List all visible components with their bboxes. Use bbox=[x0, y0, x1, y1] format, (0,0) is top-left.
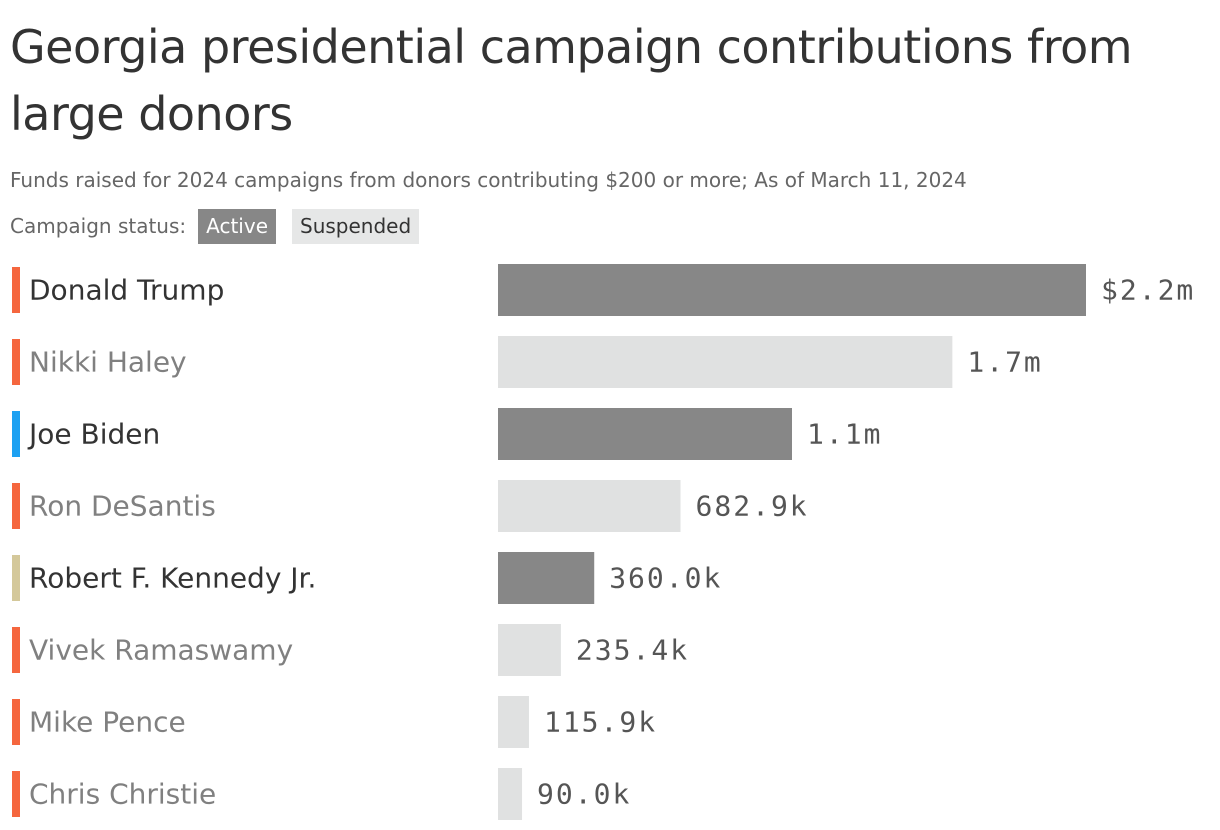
category-label-joe-biden: Joe Biden bbox=[27, 418, 160, 451]
bar-row-nikki-haley: Nikki Haley 1.7m bbox=[12, 336, 1042, 388]
party-marker-chris-christie bbox=[12, 771, 20, 817]
category-label-ron-desantis: Ron DeSantis bbox=[29, 490, 216, 523]
bar-row-robert-f-kennedy-jr: Robert F. Kennedy Jr. 360.0k bbox=[12, 552, 722, 604]
bar-nikki-haley bbox=[498, 336, 953, 388]
bar-donald-trump bbox=[498, 264, 1086, 316]
bar-joe-biden bbox=[498, 408, 792, 460]
party-marker-donald-trump bbox=[12, 267, 20, 313]
legend-suspended-chip: Suspended bbox=[292, 208, 420, 244]
party-marker-mike-pence bbox=[12, 699, 20, 745]
category-label-robert-f-kennedy-jr: Robert F. Kennedy Jr. bbox=[29, 562, 316, 595]
bar-vivek-ramaswamy bbox=[498, 624, 561, 676]
bar-chris-christie bbox=[498, 768, 523, 820]
value-label-joe-biden: 1.1m bbox=[807, 418, 882, 451]
chart-title: Georgia presidential campaign contributi… bbox=[10, 20, 1133, 141]
legend: Campaign status: Active Suspended bbox=[10, 208, 435, 244]
bar-robert-f-kennedy-jr bbox=[498, 552, 595, 604]
category-label-mike-pence: Mike Pence bbox=[29, 706, 186, 739]
value-label-ron-desantis: 682.9k bbox=[696, 490, 809, 523]
category-label-donald-trump: Donald Trump bbox=[29, 274, 224, 307]
category-label-vivek-ramaswamy: Vivek Ramaswamy bbox=[29, 634, 293, 667]
bar-row-joe-biden: Joe Biden 1.1m bbox=[12, 408, 882, 460]
chart-subtitle: Funds raised for 2024 campaigns from don… bbox=[10, 168, 967, 192]
bar-row-donald-trump: Donald Trump $2.2m bbox=[12, 264, 1195, 316]
value-label-robert-f-kennedy-jr: 360.0k bbox=[609, 562, 722, 595]
value-label-vivek-ramaswamy: 235.4k bbox=[576, 634, 689, 667]
bar-row-ron-desantis: Ron DeSantis 682.9k bbox=[12, 480, 809, 532]
bar-ron-desantis bbox=[498, 480, 681, 532]
bar-row-vivek-ramaswamy: Vivek Ramaswamy 235.4k bbox=[12, 624, 689, 676]
legend-label: Campaign status: bbox=[10, 214, 187, 238]
legend-active-chip: Active bbox=[198, 208, 277, 244]
party-marker-joe-biden bbox=[12, 411, 20, 457]
bar-row-chris-christie: Chris Christie 90.0k bbox=[12, 768, 631, 820]
category-label-chris-christie: Chris Christie bbox=[29, 778, 216, 811]
value-label-donald-trump: $2.2m bbox=[1101, 274, 1195, 307]
value-label-mike-pence: 115.9k bbox=[544, 706, 657, 739]
bar-row-mike-pence: Mike Pence 115.9k bbox=[12, 696, 657, 748]
party-marker-nikki-haley bbox=[12, 339, 20, 385]
value-label-chris-christie: 90.0k bbox=[537, 778, 631, 811]
party-marker-ron-desantis bbox=[12, 483, 20, 529]
value-label-nikki-haley: 1.7m bbox=[967, 346, 1042, 379]
bar-mike-pence bbox=[498, 696, 529, 748]
party-marker-vivek-ramaswamy bbox=[12, 627, 20, 673]
category-label-nikki-haley: Nikki Haley bbox=[29, 346, 187, 379]
party-marker-robert-f-kennedy-jr bbox=[12, 555, 20, 601]
